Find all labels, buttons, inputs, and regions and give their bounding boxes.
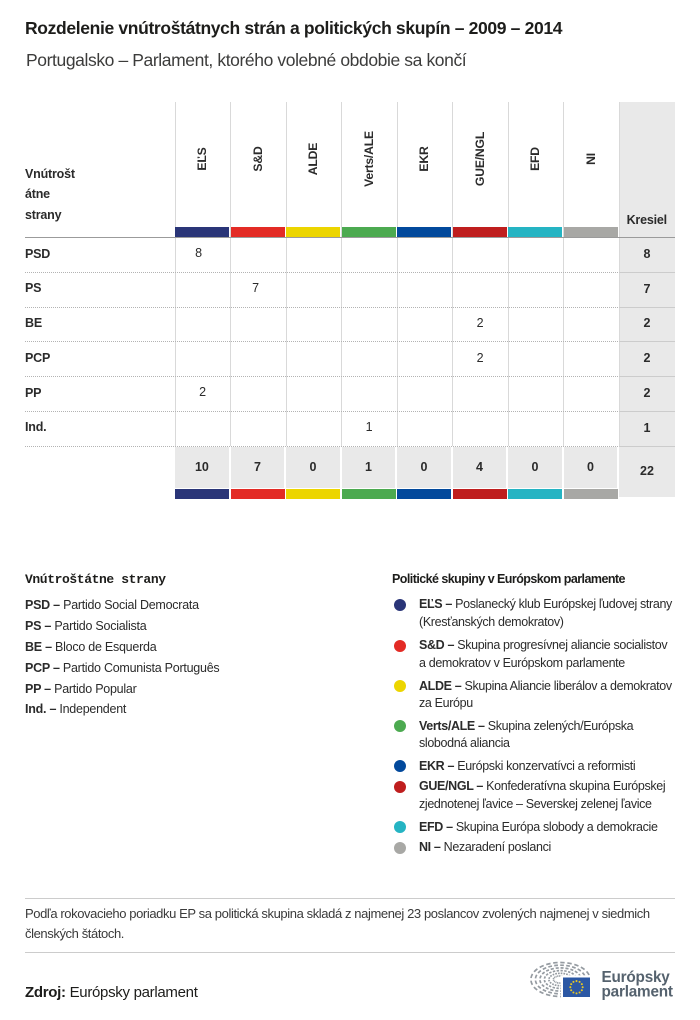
svg-text:Európsky: Európsky	[602, 969, 671, 986]
svg-text:parlament: parlament	[602, 984, 673, 1001]
